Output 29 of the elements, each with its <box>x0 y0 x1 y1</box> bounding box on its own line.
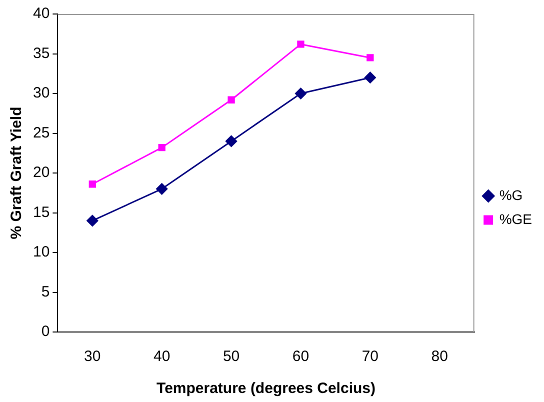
point <box>158 144 166 152</box>
point <box>86 214 98 226</box>
legend-label: %G <box>499 186 523 203</box>
y-tick-label: 30 <box>32 84 50 102</box>
y-tick-label: 15 <box>32 204 50 221</box>
y-tick-label: 40 <box>32 5 50 22</box>
y-axis-title: % Graft Graft Yield <box>8 106 26 240</box>
x-tick-label: 80 <box>431 348 448 366</box>
x-tick-label: 60 <box>292 348 310 366</box>
x-axis-title: Temperature (degrees Celcius) <box>156 380 376 398</box>
legend-label: %GE <box>499 210 532 227</box>
y-tick-label: 0 <box>41 323 50 340</box>
point <box>364 72 376 84</box>
point <box>294 88 306 100</box>
point <box>366 54 374 62</box>
point <box>228 96 235 104</box>
point <box>297 40 304 48</box>
y-tick-label: 35 <box>32 44 50 62</box>
y-tick-label: 25 <box>32 124 50 142</box>
point <box>88 180 96 188</box>
y-tick-label: 10 <box>32 244 50 261</box>
x-tick-label: 50 <box>222 348 240 366</box>
point <box>156 183 168 195</box>
x-tick-label: 30 <box>84 348 101 366</box>
x-tick-label: 40 <box>154 348 170 366</box>
y-tick-label: 20 <box>32 164 50 182</box>
point <box>226 135 238 147</box>
y-tick-label: 5 <box>41 283 50 300</box>
x-tick-label: 70 <box>362 348 379 366</box>
